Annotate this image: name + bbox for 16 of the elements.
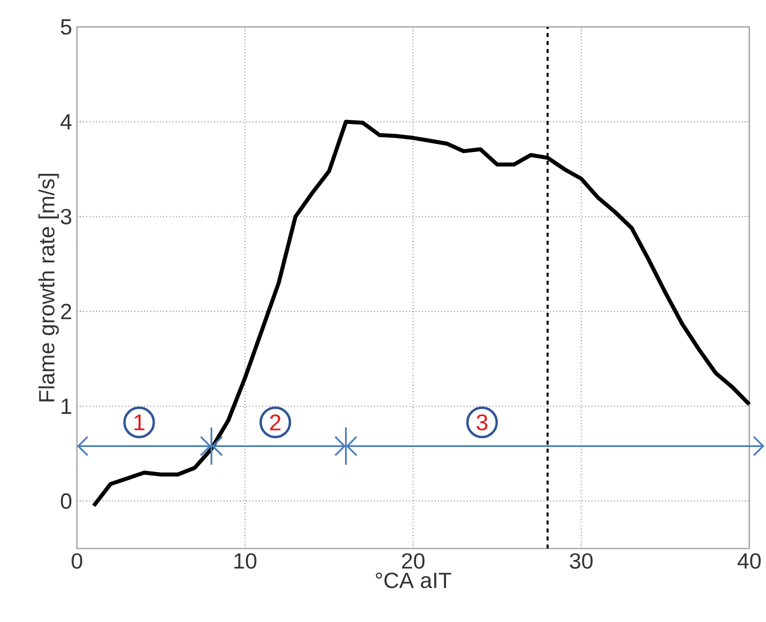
annotation: 2	[270, 414, 280, 430]
y-tick-label: 4	[60, 114, 72, 130]
annotation: 1	[134, 414, 144, 430]
y-tick-label: 3	[60, 208, 72, 224]
x-tick-label: 20	[402, 552, 424, 569]
y-tick-label: 2	[61, 304, 72, 319]
x-tick-label: 0	[72, 552, 82, 569]
y-tick-label: 1	[62, 398, 72, 414]
annotation: 3	[476, 414, 488, 430]
x-axis-title: °CA aIT	[376, 572, 452, 588]
x-tick-label: 30	[570, 552, 593, 569]
y-tick-label: 5	[60, 19, 72, 34]
y-tick-label: 0	[60, 493, 72, 509]
x-tick-label: 10	[234, 552, 256, 569]
y-axis-title: Flame growth rate [m/s]	[38, 174, 59, 402]
x-tick-label: 40	[738, 552, 761, 569]
